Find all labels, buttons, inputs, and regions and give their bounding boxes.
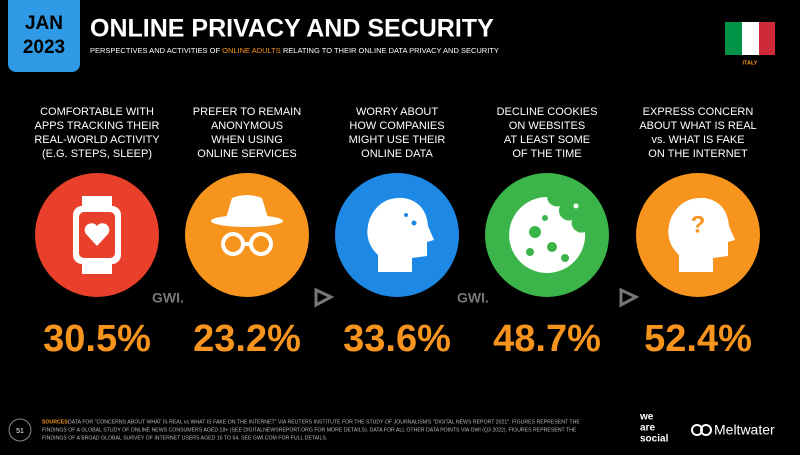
stat-label: (E.G. STEPS, SLEEP) xyxy=(42,148,152,160)
stat-label: EXPRESS CONCERN xyxy=(643,106,754,118)
sources-line: FINDINGS OF A GLOBAL STUDY OF ONLINE NEW… xyxy=(42,427,577,433)
year: 2023 xyxy=(23,37,65,58)
stat-label: HOW COMPANIES xyxy=(349,120,444,132)
logo-line: social xyxy=(640,434,669,445)
country: ITALY xyxy=(743,60,758,66)
watermark: GWI. xyxy=(152,290,184,306)
stat-label: OF THE TIME xyxy=(512,148,581,160)
stat-label: ON WEBSITES xyxy=(509,120,585,132)
icon-watch xyxy=(35,173,159,297)
stat-label: vs. WHAT IS FAKE xyxy=(651,134,744,146)
subtitle-part: RELATING TO THEIR ONLINE DATA PRIVACY AN… xyxy=(281,46,499,55)
month: JAN xyxy=(25,13,63,34)
sources-title: SOURCES: xyxy=(42,419,70,425)
stat-label: ONLINE DATA xyxy=(361,148,433,160)
title: ONLINE PRIVACY AND SECURITY xyxy=(90,15,494,43)
page-number: 51 xyxy=(16,428,24,435)
svg-text:?: ? xyxy=(691,211,706,238)
stat-columns: COMFORTABLE WITH APPS TRACKING THEIR REAL-… xyxy=(34,106,756,360)
icon-cookie xyxy=(485,173,609,297)
stat-label: PREFER TO REMAIN xyxy=(193,106,301,118)
stat-label: ON THE INTERNET xyxy=(648,148,748,160)
stat-label: REAL-WORLD ACTIVITY xyxy=(34,134,160,146)
stat-value: 52.4% xyxy=(644,318,752,360)
icon-worried-head xyxy=(335,173,459,297)
stat-value: 48.7% xyxy=(493,318,601,360)
subtitle: PERSPECTIVES AND ACTIVITIES OF ONLINE AD… xyxy=(90,46,499,55)
subtitle-part: PERSPECTIVES AND ACTIVITIES OF xyxy=(90,46,222,55)
watermark: GWI. xyxy=(457,290,489,306)
stat-value: 30.5% xyxy=(43,318,151,360)
stat-label: ONLINE SERVICES xyxy=(197,148,296,160)
stat-label: MIGHT USE THEIR xyxy=(349,134,446,146)
stat-label: DECLINE COOKIES xyxy=(497,106,598,118)
stat-label: ANONYMOUS xyxy=(211,120,283,132)
watermark-logo xyxy=(314,287,640,308)
date-badge xyxy=(8,0,80,72)
logo-meltwater: Meltwater xyxy=(714,422,775,438)
stat-label: AT LEAST SOME xyxy=(504,134,590,146)
stat-label: WHEN USING xyxy=(211,134,283,146)
subtitle-highlight: ONLINE ADULTS xyxy=(222,46,281,55)
stat-value: 33.6% xyxy=(343,318,451,360)
stat-label: APPS TRACKING THEIR xyxy=(35,120,160,132)
logo-line: we xyxy=(639,412,654,423)
stat-value: 23.2% xyxy=(193,318,301,360)
sources-line: DATA FOR "CONCERNS ABOUT WHAT IS REAL vs… xyxy=(68,419,580,425)
flag xyxy=(725,22,775,55)
stat-label: ABOUT WHAT IS REAL xyxy=(639,120,756,132)
icon-spy xyxy=(185,173,309,297)
icon-question-head: ? xyxy=(636,173,760,297)
meltwater-icon xyxy=(691,424,712,436)
logo-line: are xyxy=(640,423,655,434)
stat-label: WORRY ABOUT xyxy=(356,106,438,118)
stat-label: COMFORTABLE WITH xyxy=(40,106,154,118)
sources-line: FINDINGS OF A BROAD GLOBAL SURVEY OF INT… xyxy=(42,435,327,441)
page-circle xyxy=(8,418,32,442)
